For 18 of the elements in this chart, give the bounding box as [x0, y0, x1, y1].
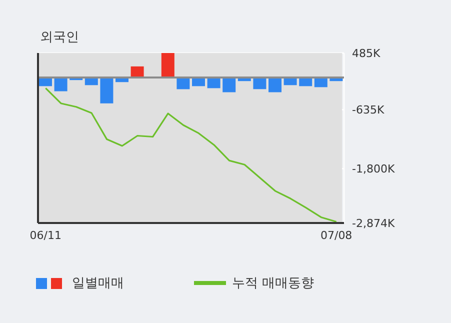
legend-label: 누적 매매동향	[232, 275, 314, 292]
y-tick-label: 485K	[352, 46, 381, 60]
x-tick-label: 07/08	[320, 228, 352, 242]
bar	[130, 66, 144, 78]
chart-title: 외국인	[40, 29, 79, 46]
bar	[176, 78, 190, 90]
legend-label: 일별매매	[72, 275, 124, 292]
y-tick-label: -1,800K	[352, 162, 396, 176]
y-tick-label: -2,874K	[352, 216, 396, 230]
bar	[54, 78, 68, 92]
bar	[253, 78, 266, 90]
bar	[268, 78, 282, 92]
x-tick-label: 06/11	[30, 228, 62, 242]
y-tick-label: -635K	[352, 104, 385, 117]
bar	[161, 53, 174, 78]
bar	[100, 78, 114, 104]
bar	[222, 78, 236, 92]
line-series	[44, 87, 338, 223]
